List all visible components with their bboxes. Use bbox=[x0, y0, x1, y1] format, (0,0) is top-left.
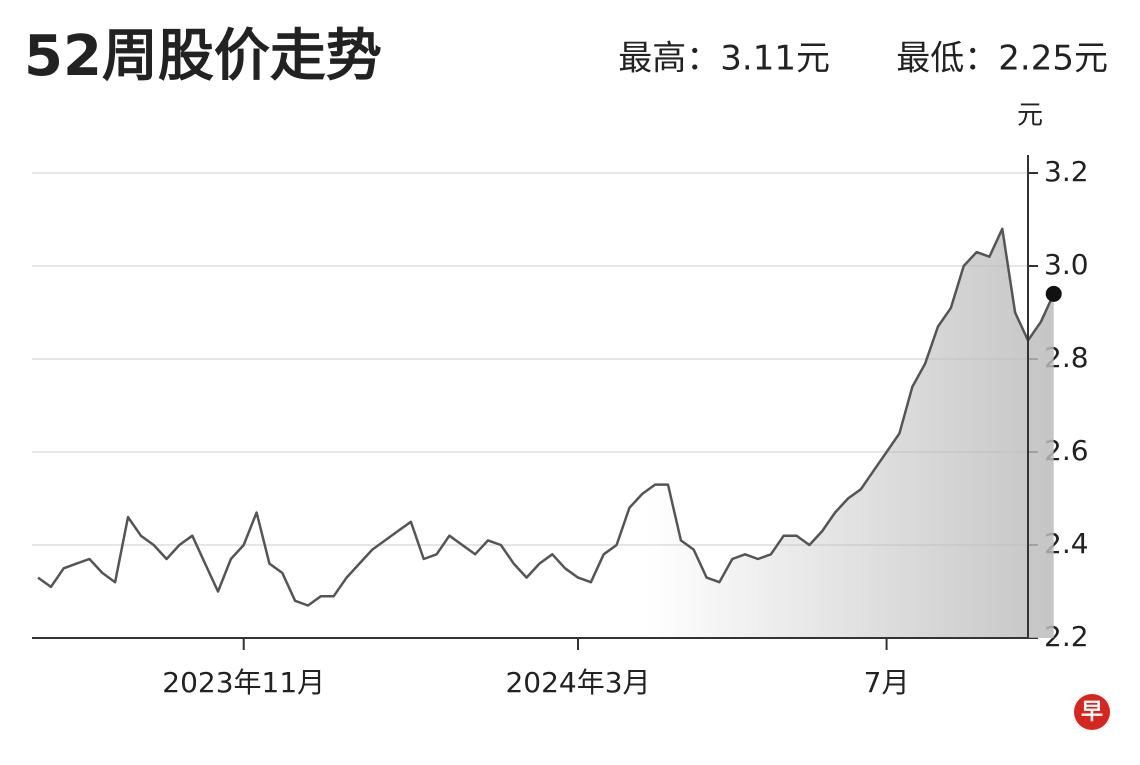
logo: 早 bbox=[1081, 700, 1103, 725]
y-axis-label: 元 bbox=[1017, 101, 1043, 131]
chart-title: 52周股价走势 bbox=[24, 24, 382, 89]
x-tick-label: 7月 bbox=[864, 666, 910, 699]
area-shade bbox=[38, 228, 1054, 639]
last-point bbox=[1045, 285, 1062, 302]
low-label: 最低：2.25元 bbox=[896, 39, 1108, 79]
logo-badge bbox=[1074, 694, 1110, 730]
x-tick-label: 2023年11月 bbox=[162, 666, 325, 699]
y-tick-label: 3.2 bbox=[1044, 155, 1089, 188]
y-tick-label: 3.0 bbox=[1044, 248, 1089, 281]
price-line bbox=[37, 227, 1055, 607]
high-label: 最高：3.11元 bbox=[618, 39, 830, 79]
x-tick-label: 2024年3月 bbox=[505, 666, 650, 699]
